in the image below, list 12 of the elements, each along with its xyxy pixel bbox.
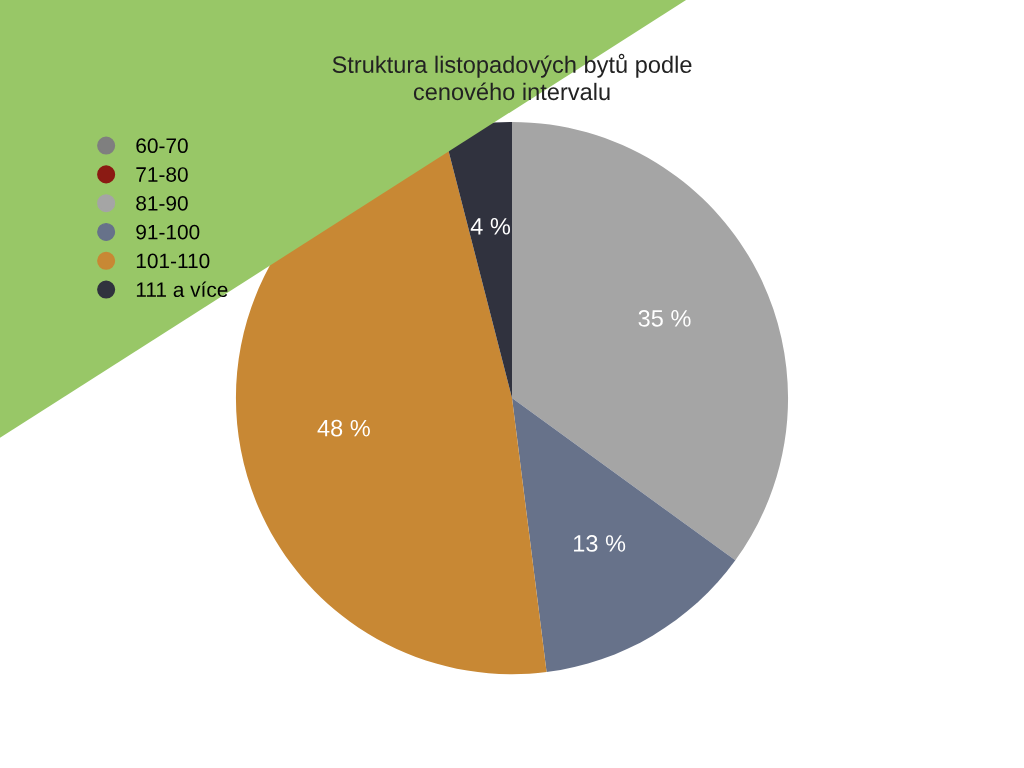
- legend-label: 81-90: [136, 195, 188, 211]
- pie-slice: [512, 398, 736, 672]
- pie-slice: [512, 122, 789, 561]
- legend-label: 101-110: [136, 253, 210, 269]
- legend-label: 111 a více: [136, 281, 228, 298]
- data-label: 13 %: [574, 535, 626, 552]
- data-label: 48 %: [317, 419, 370, 437]
- legend-label: 91-100: [136, 224, 200, 240]
- data-label: 35 %: [638, 310, 691, 327]
- data-label: 4 %: [470, 218, 511, 235]
- legend-label: 60-70: [136, 138, 188, 154]
- legend-label: 71-80: [136, 167, 188, 182]
